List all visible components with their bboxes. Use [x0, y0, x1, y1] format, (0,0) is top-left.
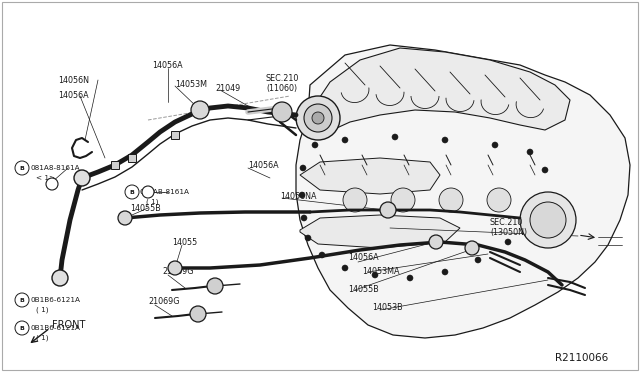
- Circle shape: [299, 192, 305, 198]
- Circle shape: [539, 195, 545, 201]
- Circle shape: [304, 104, 332, 132]
- Circle shape: [542, 167, 548, 173]
- Text: FRONT: FRONT: [52, 320, 85, 330]
- Circle shape: [319, 252, 325, 258]
- Bar: [111, 161, 119, 169]
- Text: < 1>: < 1>: [36, 175, 55, 181]
- Circle shape: [312, 112, 324, 124]
- Text: B: B: [20, 326, 24, 330]
- Circle shape: [342, 265, 348, 271]
- Text: 21069G: 21069G: [162, 267, 193, 276]
- Text: 081AB-8161A: 081AB-8161A: [140, 189, 190, 195]
- Circle shape: [312, 142, 318, 148]
- Text: B: B: [20, 298, 24, 302]
- Circle shape: [505, 239, 511, 245]
- Text: 14055: 14055: [172, 237, 197, 247]
- Text: 14053M: 14053M: [175, 80, 207, 89]
- Circle shape: [125, 185, 139, 199]
- Circle shape: [530, 202, 566, 238]
- Text: B: B: [129, 189, 134, 195]
- Circle shape: [52, 270, 68, 286]
- Polygon shape: [300, 215, 460, 248]
- Circle shape: [380, 202, 396, 218]
- Text: R2110066: R2110066: [555, 353, 608, 363]
- Text: SEC.210: SEC.210: [266, 74, 300, 83]
- Text: 14055B: 14055B: [348, 285, 379, 295]
- Circle shape: [442, 137, 448, 143]
- Bar: [128, 154, 136, 162]
- Circle shape: [191, 101, 209, 119]
- Circle shape: [272, 102, 292, 122]
- Text: 0B1B6-6121A: 0B1B6-6121A: [30, 297, 80, 303]
- Circle shape: [343, 188, 367, 212]
- Circle shape: [300, 165, 306, 171]
- Circle shape: [527, 149, 533, 155]
- Text: 14053B: 14053B: [372, 304, 403, 312]
- Text: 14056N: 14056N: [58, 76, 89, 84]
- Text: SEC.210: SEC.210: [490, 218, 524, 227]
- Circle shape: [520, 192, 576, 248]
- Text: ( 1): ( 1): [36, 307, 49, 313]
- Text: 14056A: 14056A: [348, 253, 379, 263]
- Text: 14056A: 14056A: [58, 90, 88, 99]
- Text: (13050N): (13050N): [490, 228, 527, 237]
- Circle shape: [207, 278, 223, 294]
- Text: 0B1B6-6121A: 0B1B6-6121A: [30, 325, 80, 331]
- Text: 14056A: 14056A: [152, 61, 182, 70]
- Circle shape: [74, 170, 90, 186]
- Text: ( 1): ( 1): [36, 335, 49, 341]
- Text: (11060): (11060): [266, 83, 297, 93]
- Polygon shape: [296, 45, 630, 338]
- Circle shape: [190, 306, 206, 322]
- Text: 081A8-8161A: 081A8-8161A: [30, 165, 79, 171]
- Text: 14056A: 14056A: [248, 160, 278, 170]
- Circle shape: [372, 272, 378, 278]
- Bar: [171, 131, 179, 139]
- Polygon shape: [315, 48, 570, 132]
- Text: 21049: 21049: [215, 83, 240, 93]
- Circle shape: [492, 142, 498, 148]
- Circle shape: [301, 215, 307, 221]
- Text: 14053MA: 14053MA: [362, 267, 399, 276]
- Circle shape: [15, 321, 29, 335]
- Text: 14056NA: 14056NA: [280, 192, 317, 201]
- Circle shape: [305, 235, 311, 241]
- Text: ( 1): ( 1): [146, 199, 159, 205]
- Circle shape: [15, 161, 29, 175]
- Circle shape: [142, 186, 154, 198]
- Text: B: B: [20, 166, 24, 170]
- Circle shape: [168, 261, 182, 275]
- Circle shape: [439, 188, 463, 212]
- Circle shape: [342, 137, 348, 143]
- Circle shape: [442, 269, 448, 275]
- Circle shape: [525, 219, 531, 225]
- Circle shape: [296, 96, 340, 140]
- Circle shape: [391, 188, 415, 212]
- Circle shape: [118, 211, 132, 225]
- Text: 21069G: 21069G: [148, 298, 179, 307]
- Circle shape: [15, 293, 29, 307]
- Circle shape: [465, 241, 479, 255]
- Circle shape: [392, 134, 398, 140]
- Circle shape: [475, 257, 481, 263]
- Polygon shape: [300, 158, 440, 194]
- Circle shape: [429, 235, 443, 249]
- Text: 14055B: 14055B: [130, 203, 161, 212]
- Circle shape: [487, 188, 511, 212]
- Circle shape: [407, 275, 413, 281]
- Circle shape: [46, 178, 58, 190]
